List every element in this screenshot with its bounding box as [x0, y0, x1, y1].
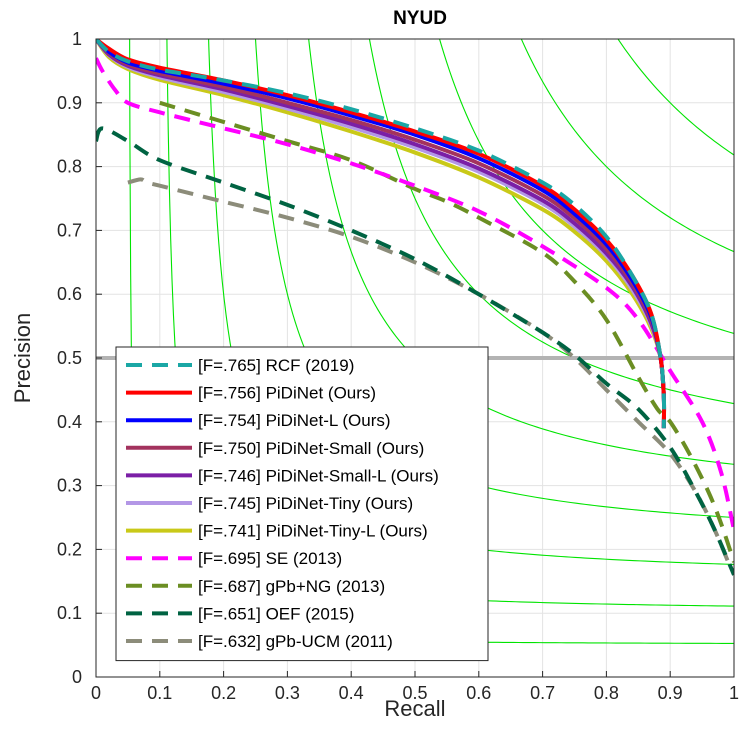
y-tick-label: 0.1 [57, 603, 82, 623]
series-line-7 [96, 57, 734, 531]
x-axis-label: Recall [384, 696, 445, 721]
y-tick-label: 0.8 [57, 157, 82, 177]
y-tick-label: 0.5 [57, 348, 82, 368]
series-line-10 [127, 177, 733, 570]
legend-label-10: [F=.632] gPb-UCM (2011) [198, 632, 393, 651]
x-tick-label: 0.6 [466, 683, 491, 703]
chart-title: NYUD [393, 8, 447, 29]
y-tick-label: 0.6 [57, 284, 82, 304]
legend: [F=.765] RCF (2019) [F=.756] PiDiNet (Our… [115, 346, 489, 662]
y-tick-label: 0.9 [57, 93, 82, 113]
legend-label-6: [F=.741] PiDiNet-Tiny-L (Ours) [198, 522, 428, 541]
y-tick-label: 0.3 [57, 476, 82, 496]
legend-label-7: [F=.695] SE (2013) [198, 549, 342, 568]
y-tick-label: 0 [72, 667, 82, 687]
x-axis-ticks: 0 0.1 0.2 0.3 0.4 0.5 0.6 0.7 0.8 0.9 1 [91, 671, 739, 703]
series-line-0 [96, 39, 667, 429]
legend-label-1: [F=.756] PiDiNet (Ours) [198, 384, 376, 403]
x-tick-label: 0.2 [211, 683, 236, 703]
x-tick-label: 0.3 [275, 683, 300, 703]
y-tick-label: 1 [72, 29, 82, 49]
x-tick-label: 0.7 [530, 683, 555, 703]
legend-label-8: [F=.687] gPb+NG (2013) [198, 577, 385, 596]
x-tick-label: 0.5 [402, 683, 427, 703]
legend-label-2: [F=.754] PiDiNet-L (Ours) [198, 411, 391, 430]
iso-f-curve [520, 39, 734, 253]
y-axis-ticks: 0 0.1 0.2 0.3 0.4 0.5 0.6 0.7 0.8 0.9 1 [57, 29, 102, 687]
x-tick-label: 0.8 [594, 683, 619, 703]
y-tick-label: 0.4 [57, 412, 82, 432]
series-lines [96, 39, 734, 576]
legend-label-3: [F=.750] PiDiNet-Small (Ours) [198, 439, 424, 458]
series-line-9 [96, 126, 734, 576]
legend-label-9: [F=.651] OEF (2015) [198, 604, 354, 623]
x-tick-label: 0.1 [147, 683, 172, 703]
y-tick-label: 0.7 [57, 220, 82, 240]
x-tick-label: 0.4 [339, 683, 364, 703]
x-tick-label: 1 [729, 683, 739, 703]
x-tick-label: 0.9 [658, 683, 683, 703]
series-line-8 [159, 100, 734, 563]
iso-f-curve [617, 39, 734, 156]
y-tick-label: 0.2 [57, 539, 82, 559]
y-axis-label: Precision [10, 313, 35, 403]
legend-label-5: [F=.745] PiDiNet-Tiny (Ours) [198, 494, 413, 513]
iso-f-curve [438, 39, 734, 335]
legend-label-4: [F=.746] PiDiNet-Small-L (Ours) [198, 466, 439, 485]
x-tick-label: 0 [91, 683, 101, 703]
legend-label-0: [F=.765] RCF (2019) [198, 356, 354, 375]
